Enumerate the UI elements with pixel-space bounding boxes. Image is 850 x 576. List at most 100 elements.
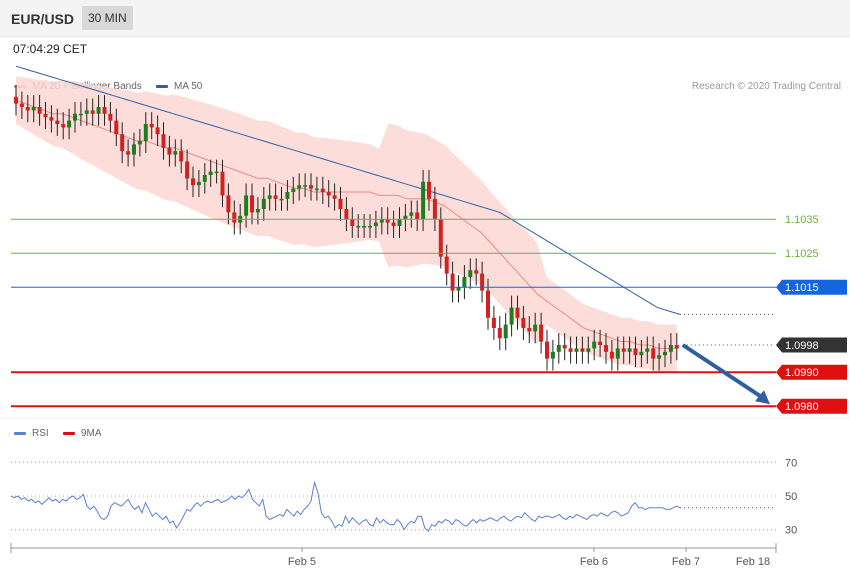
candle-body: [604, 345, 608, 352]
candle: [291, 176, 296, 204]
candle: [592, 329, 597, 361]
candle-body: [226, 195, 231, 213]
candle: [303, 173, 308, 198]
candle-body: [592, 341, 597, 349]
candle-body: [326, 192, 331, 196]
legend-rsi: RSI: [14, 428, 49, 439]
candle-body: [368, 226, 372, 228]
candle: [621, 336, 626, 364]
candle: [480, 261, 485, 303]
legend-swatch: [14, 431, 26, 435]
legend-label: MA 50: [174, 81, 203, 92]
legend-rsi-ma: 9MA: [63, 428, 102, 439]
rsi-tick-label: 30: [785, 525, 797, 537]
candle: [521, 305, 526, 340]
credit-text: Research © 2020 Trading Central: [691, 81, 841, 92]
rsi-tick-label: 70: [785, 457, 797, 469]
candle-body: [267, 195, 272, 199]
candle: [568, 336, 573, 364]
candle-body: [545, 341, 549, 359]
price-tag-support: [776, 364, 847, 380]
candle: [598, 329, 603, 357]
candle: [379, 207, 384, 235]
candle: [279, 186, 284, 211]
candle-body: [409, 212, 414, 216]
legend-label: 9MA: [81, 428, 102, 439]
x-tick-label: Feb 7: [672, 556, 700, 568]
candle: [196, 169, 201, 198]
candle-body: [214, 171, 219, 174]
price-tag-pivot: [776, 279, 847, 295]
candle-body: [415, 212, 420, 220]
candle-body: [480, 273, 485, 291]
candle: [350, 207, 355, 238]
candle: [509, 295, 514, 337]
candle-body: [19, 103, 24, 107]
candle: [208, 159, 213, 187]
candle: [432, 186, 437, 232]
candle-body: [350, 219, 355, 226]
forecast-arrow-shaft: [681, 343, 764, 399]
candle-body: [598, 341, 603, 345]
candle: [120, 122, 125, 164]
timestamp: 07:04:29 CET: [13, 42, 88, 56]
price-tag-label: 1.0980: [785, 401, 819, 413]
candle: [515, 295, 520, 330]
candle: [261, 186, 266, 221]
candle-body: [373, 222, 378, 226]
price-tag-label: 1.1015: [785, 282, 819, 294]
candle: [90, 98, 95, 126]
candle-body: [556, 345, 561, 352]
candle-body: [462, 277, 467, 288]
candle-body: [143, 124, 148, 141]
candle: [84, 98, 89, 126]
legend-ma50: MA 50: [156, 81, 202, 92]
candle: [102, 95, 107, 126]
candle-body: [132, 144, 136, 155]
candle: [574, 336, 579, 364]
candle: [668, 333, 673, 364]
candle: [14, 84, 18, 116]
candle: [562, 333, 567, 361]
candle: [604, 333, 608, 364]
candle: [338, 186, 343, 221]
candle-body: [309, 185, 313, 189]
candle-body: [196, 181, 201, 186]
ma20-line: [15, 99, 677, 349]
legend-label: RSI: [32, 428, 49, 439]
candle-body: [250, 195, 254, 213]
timeframe-button[interactable]: 30 MIN: [82, 6, 133, 30]
candle-body: [421, 181, 426, 220]
level-label: 1.1025: [785, 248, 819, 260]
candle-body: [208, 171, 213, 175]
candle: [173, 139, 178, 167]
candle: [19, 91, 24, 119]
candle-body: [580, 348, 585, 352]
candle: [609, 339, 614, 371]
candle: [356, 214, 361, 238]
price-tag-support: [776, 398, 847, 414]
candle-body: [291, 188, 296, 192]
candle: [96, 95, 101, 126]
candle: [391, 210, 396, 238]
ma50-line: [15, 65, 681, 315]
candle-body: [167, 147, 172, 155]
candle: [214, 159, 219, 184]
candle-body: [562, 345, 567, 349]
candle-body: [391, 222, 396, 226]
candle-body: [621, 348, 626, 352]
candle-body: [503, 324, 508, 339]
candle: [108, 101, 113, 133]
candle: [503, 312, 508, 351]
candle: [73, 101, 77, 133]
candle: [273, 183, 278, 211]
rsi-tick-label: 50: [785, 491, 797, 503]
candle: [332, 183, 337, 211]
candle: [468, 258, 473, 289]
candle-body: [185, 161, 190, 179]
candle-body: [14, 96, 18, 104]
candle-body: [385, 219, 390, 223]
forecast-arrow-head: [755, 390, 770, 405]
candle: [657, 343, 662, 371]
candle: [132, 132, 136, 167]
